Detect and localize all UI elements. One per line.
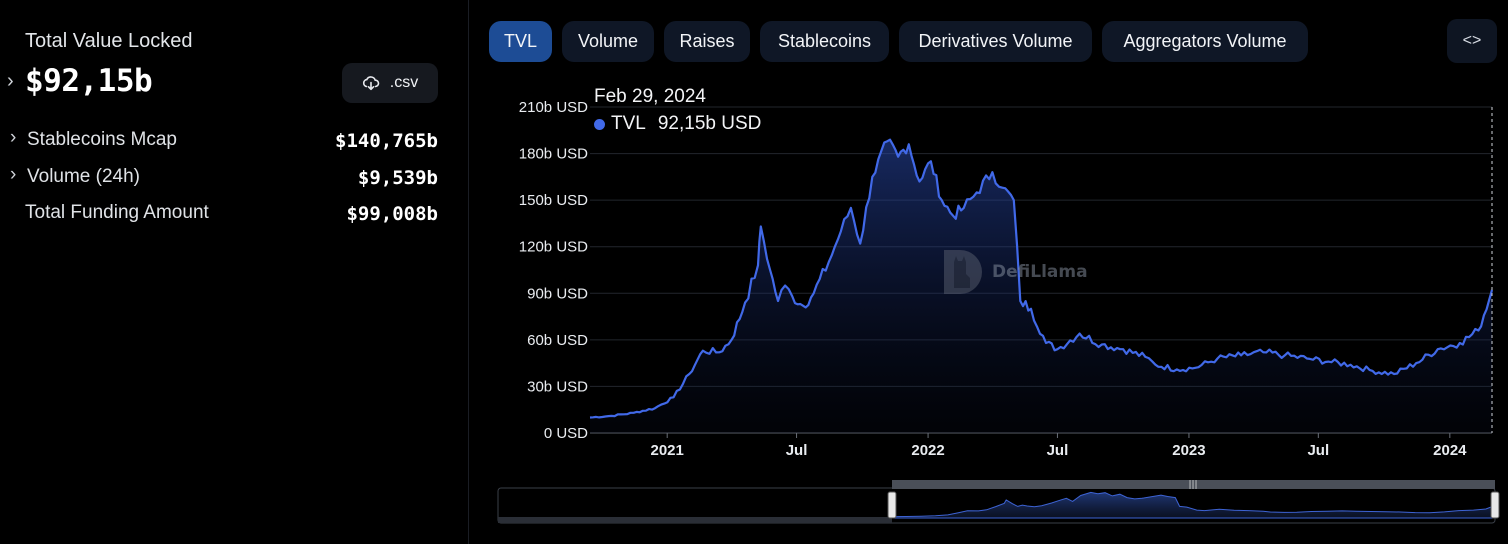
y-axis: 0 USD 30b USD 60b USD 90b USD 120b USD 150b U… (519, 99, 588, 442)
tvl-label: Total Value Locked (25, 30, 193, 52)
metric-total-funding: Total Funding Amount $99,008b (0, 202, 440, 226)
y-tick-label: 150b USD (519, 192, 588, 209)
y-tick-label: 0 USD (544, 425, 588, 442)
defillama-watermark: DefiLlama (940, 248, 1088, 296)
tooltip-date: Feb 29, 2024 (594, 86, 706, 107)
tab-stablecoins[interactable]: Stablecoins (760, 21, 889, 62)
slider-handle-left[interactable] (887, 491, 897, 519)
range-slider[interactable]: ||| (497, 480, 1500, 524)
y-tick-label: 90b USD (527, 285, 588, 302)
x-tick-label: Jul (1047, 442, 1069, 459)
x-tick-label: Jul (1307, 442, 1329, 459)
slider-unselected (498, 517, 892, 523)
slider-selection-bar[interactable] (892, 480, 1495, 489)
tooltip-series-row: TVL 92,15b USD (594, 113, 761, 135)
y-tick-label: 210b USD (519, 99, 588, 116)
tooltip-value: 92,15b USD (657, 113, 762, 134)
metric-label: Total Funding Amount (25, 202, 209, 223)
y-tick-label: 120b USD (519, 239, 588, 256)
tab-tvl[interactable]: TVL (489, 21, 552, 62)
metric-value: $140,765b (335, 130, 438, 152)
x-tick-label: Jul (786, 442, 808, 459)
slider-handle-right[interactable] (1490, 491, 1500, 519)
tab-derivatives-volume[interactable]: Derivatives Volume (899, 21, 1092, 62)
tooltip-series-name: TVL (611, 113, 646, 134)
chevron-right-icon: › (10, 127, 17, 148)
tab-raises[interactable]: Raises (664, 21, 750, 62)
tab-aggregators-volume[interactable]: Aggregators Volume (1102, 21, 1308, 62)
embed-button[interactable]: <> (1447, 19, 1497, 63)
y-tick-label: 30b USD (527, 378, 588, 395)
tvl-value: $92,15b (25, 63, 153, 99)
tab-volume[interactable]: Volume (562, 21, 654, 62)
watermark-text: DefiLlama (992, 262, 1088, 282)
series-dot (594, 118, 605, 130)
metric-value: $9,539b (357, 167, 438, 189)
x-tick-label: 2021 (651, 442, 684, 459)
summary-panel: › Total Value Locked $92,15b .csv › Stab… (0, 0, 469, 544)
grip-icon: ||| (1188, 480, 1197, 490)
slider-preview-area (891, 491, 1496, 519)
tvl-area (590, 139, 1492, 433)
x-tick-label: 2023 (1172, 442, 1205, 459)
chevron-right-icon: › (10, 164, 17, 185)
chevron-right-icon[interactable]: › (7, 70, 14, 92)
metric-label: Stablecoins Mcap (27, 129, 177, 150)
y-tick-label: 180b USD (519, 146, 588, 163)
cloud-download-icon (362, 76, 380, 91)
y-tick-label: 60b USD (527, 332, 588, 349)
tvl-line (589, 138, 1494, 419)
metric-stablecoins-mcap[interactable]: › Stablecoins Mcap $140,765b (0, 127, 440, 153)
x-axis: 2021 Jul 2022 Jul 2023 Jul 2024 (651, 433, 1467, 459)
code-icon: <> (1462, 32, 1482, 49)
llama-logo-icon (944, 250, 982, 294)
metric-value: $99,008b (346, 203, 438, 225)
x-tick-label: 2024 (1433, 442, 1467, 459)
metric-label: Volume (24h) (27, 166, 141, 187)
x-tick-label: 2022 (911, 442, 944, 459)
metric-volume-24h[interactable]: › Volume (24h) $9,539b (0, 164, 440, 190)
csv-label: .csv (389, 74, 419, 91)
csv-download-button[interactable]: .csv (342, 63, 438, 103)
